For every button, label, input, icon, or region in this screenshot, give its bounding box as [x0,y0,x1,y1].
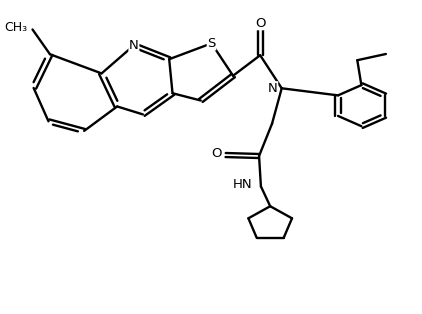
Text: CH₃: CH₃ [5,21,27,35]
Text: N: N [129,39,139,52]
Text: O: O [211,147,222,160]
Text: N: N [268,82,278,95]
Text: O: O [255,17,265,30]
Text: HN: HN [233,178,253,191]
Text: S: S [207,37,216,50]
